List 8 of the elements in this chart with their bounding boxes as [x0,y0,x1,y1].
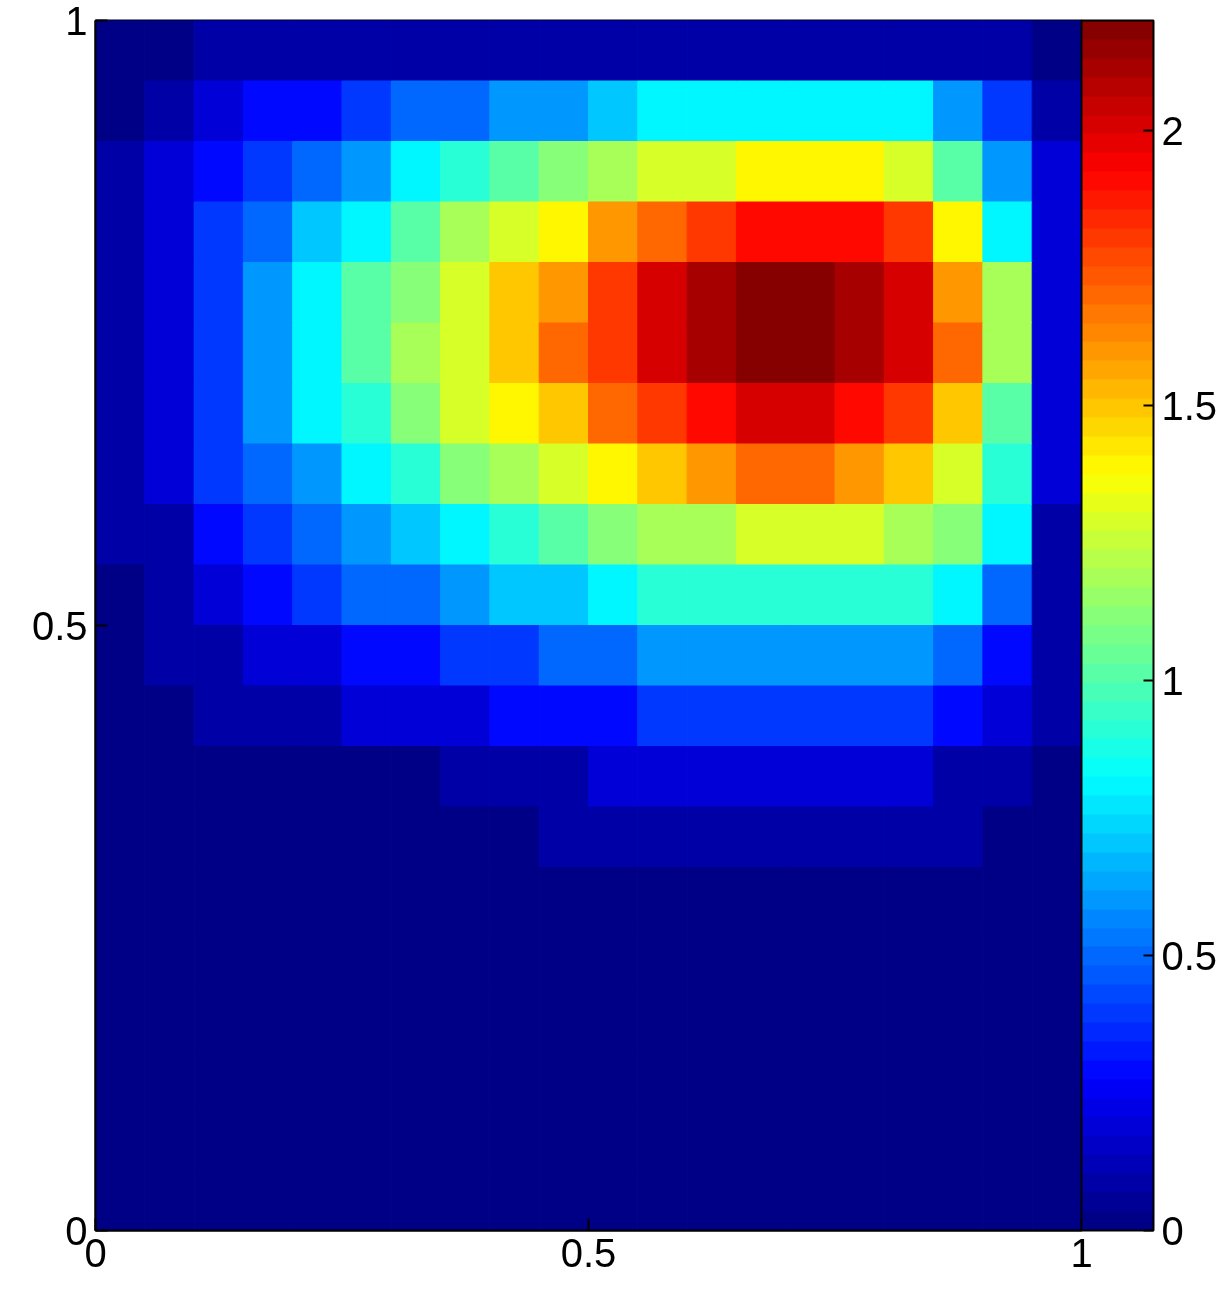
color-bar-label: 0.5 [1161,933,1218,978]
y-tick-label: 0.5 [31,603,88,648]
x-tick-label: 0.5 [560,1230,617,1275]
color-bar-label: 1.5 [1161,383,1218,428]
color-bar-label: 1 [1161,658,1184,703]
y-tick-label: 1 [65,0,88,43]
x-tick-label: 1 [1070,1230,1093,1275]
color-bar-label: 2 [1161,108,1184,153]
